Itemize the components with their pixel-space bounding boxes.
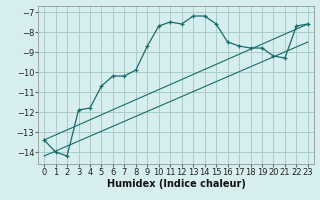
X-axis label: Humidex (Indice chaleur): Humidex (Indice chaleur) — [107, 179, 245, 189]
